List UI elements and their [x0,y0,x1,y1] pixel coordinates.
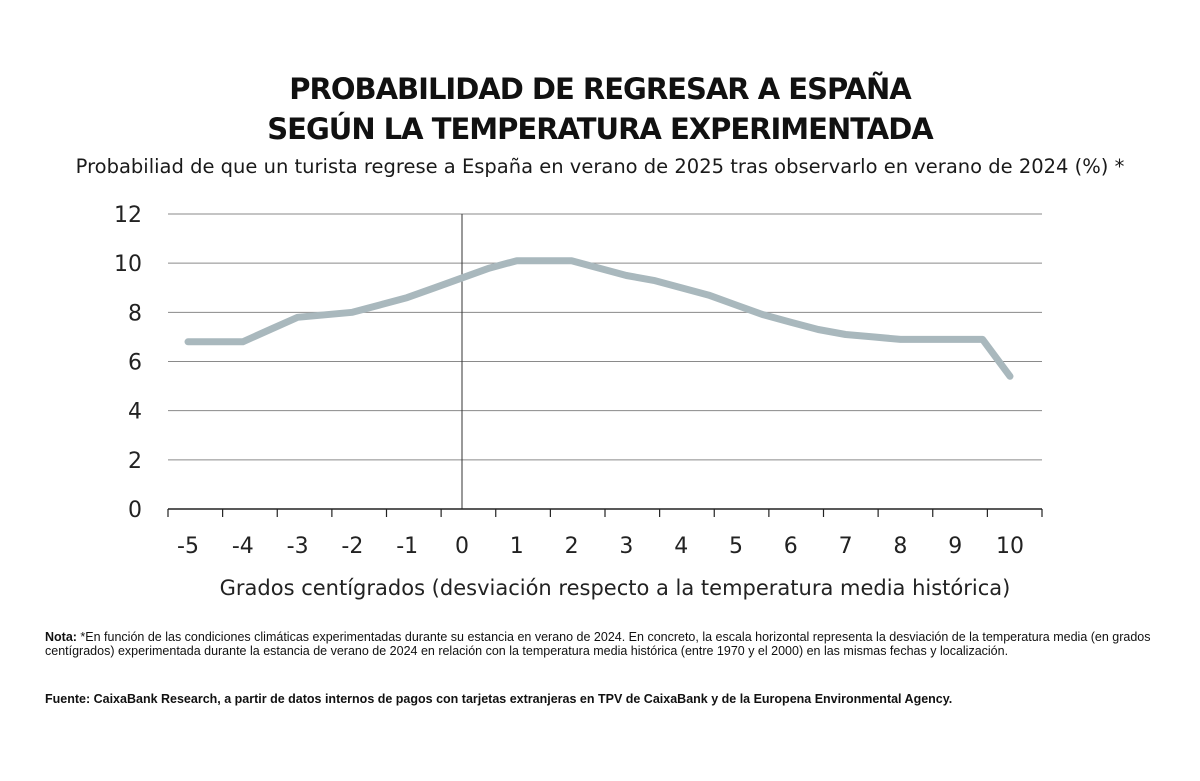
x-tick-label: 7 [839,534,853,559]
x-tick-label: 5 [729,534,743,559]
grid-lines [168,213,1042,461]
y-tick-label: 12 [114,203,142,228]
chart-subtitle: Probabiliad de que un turista regrese a … [75,155,1125,178]
x-tick-label: -4 [232,534,254,559]
x-tick-label: 10 [996,534,1024,559]
x-tick-label: -3 [287,534,309,559]
y-tick-label: 8 [128,301,142,326]
x-tick-label: 2 [565,534,579,559]
y-tick-label: 0 [128,498,142,523]
x-tick-label: 9 [948,534,962,559]
x-tick-label: 8 [893,534,907,559]
x-tick-label: 4 [674,534,688,559]
x-axis-tick-labels: -5 -4 -3 -2 -1 0 1 2 3 4 5 6 7 8 9 10 [177,534,1024,559]
chart-title-line1: PROBABILIDAD DE REGRESAR A ESPAÑA [289,72,911,106]
x-tick-label: -5 [177,534,199,559]
y-tick-label: 4 [128,400,142,425]
y-tick-label: 2 [128,449,142,474]
y-axis-tick-labels: 0 2 4 6 8 10 12 [114,203,142,523]
series-line [184,257,1014,380]
x-tick-label: 0 [455,534,469,559]
series-group [184,257,1014,380]
x-axis-label: Grados centígrados (desviación respecto … [220,576,1011,600]
y-tick-label: 10 [114,252,142,277]
x-tick-label: -1 [396,534,418,559]
y-tick-label: 6 [128,351,142,376]
x-tick-label: -2 [341,534,363,559]
chart-title-line2: SEGÚN LA TEMPERATURA EXPERIMENTADA [267,112,933,146]
note-text: *En función de las condiciones climática… [45,630,1151,658]
x-tick-label: 1 [510,534,524,559]
x-axis [167,508,1043,517]
note-label: Nota: [45,630,77,644]
x-tick-label: 3 [619,534,633,559]
x-tick-label: 6 [784,534,798,559]
footnote: Nota: *En función de las condiciones cli… [45,630,1155,658]
source-line: Fuente: CaixaBank Research, a partir de … [45,692,953,706]
